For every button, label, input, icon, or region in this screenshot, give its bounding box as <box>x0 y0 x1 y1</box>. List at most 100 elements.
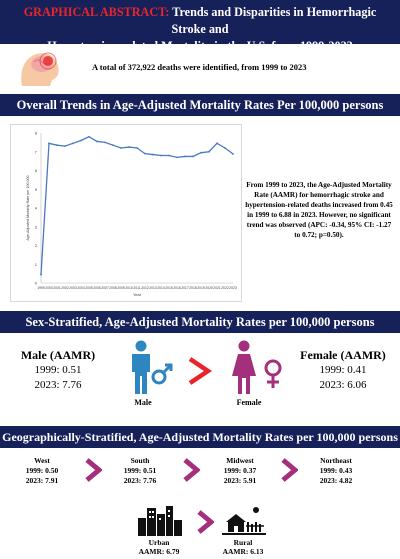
data-point <box>64 145 66 148</box>
female-2023: 2023: 6.06 <box>319 379 367 391</box>
data-point <box>224 147 226 149</box>
city-skyline-icon <box>136 504 184 541</box>
y-tick-label: 3 <box>35 224 38 229</box>
y-tick-label: 0 <box>35 281 38 286</box>
data-point <box>80 139 82 142</box>
region-name: West <box>34 456 50 465</box>
female-icon-label: Female <box>236 398 262 407</box>
x-tick-label: 2020 <box>205 286 213 290</box>
x-axis-label: Year <box>133 292 142 297</box>
rural-house-icon <box>222 504 266 541</box>
data-point <box>88 135 90 138</box>
female-symbol-icon <box>262 358 284 395</box>
data-point <box>72 142 74 145</box>
data-point <box>112 144 114 147</box>
section-geo-title: Geographically-Stratified, Age-Adjusted … <box>0 426 400 448</box>
region-west: West 1999: 0.50 2023: 7.91 <box>14 456 70 486</box>
region-name: Northeast <box>320 456 352 465</box>
x-tick-label: 2006 <box>93 286 101 290</box>
chevron-right-icon <box>280 458 299 487</box>
region-midwest: Midwest 1999: 0.37 2023: 5.91 <box>212 456 268 486</box>
female-heading: Female (AAMR) <box>300 348 386 362</box>
region-2023: 2023: 7.91 <box>25 476 59 485</box>
chevron-right-icon <box>196 510 215 539</box>
data-point <box>104 141 106 144</box>
region-2023: 2023: 4.82 <box>319 476 353 485</box>
title-line-2: Hypertension-related Mortality in the U.… <box>47 39 353 53</box>
total-deaths-text: A total of 372,922 deaths were identifie… <box>92 62 307 72</box>
data-point <box>40 273 42 276</box>
data-point <box>136 147 138 149</box>
y-tick-label: 4 <box>35 206 38 211</box>
data-point <box>176 156 178 159</box>
data-point <box>56 144 58 147</box>
data-point <box>192 155 194 158</box>
urban-block: Urban AAMR: 6.79 <box>126 538 192 556</box>
x-tick-label: 2017 <box>181 286 189 290</box>
urban-name: Urban <box>148 538 170 547</box>
x-tick-label: 2012 <box>141 286 149 290</box>
region-1999: 1999: 0.51 <box>123 466 157 475</box>
x-tick-label: 2021 <box>213 286 221 290</box>
female-1999: 1999: 0.41 <box>319 364 367 376</box>
x-tick-label: 2008 <box>109 286 117 290</box>
y-axis-label: Age-Adjusted Mortality Rate per 100,000 <box>26 176 30 241</box>
greater-than-icon <box>186 356 213 391</box>
y-tick-label: 5 <box>35 187 38 192</box>
x-tick-label: 2014 <box>157 286 165 290</box>
region-name: Midwest <box>226 456 254 465</box>
trend-chart: 0 1 2 3 4 5 6 7 8 1999 2000 2001 2002 2003 2004 2005 200… <box>10 124 242 302</box>
data-point <box>144 152 146 155</box>
data-point <box>160 154 162 157</box>
data-point <box>216 142 218 145</box>
x-tick-label: 2007 <box>101 286 109 290</box>
data-point <box>48 142 50 145</box>
x-tick-label: 2003 <box>69 286 77 290</box>
y-tick-label: 1 <box>35 262 38 267</box>
x-tick-label: 2000 <box>45 286 53 290</box>
male-symbol-icon <box>150 362 174 391</box>
urban-aamr: AAMR: 6.79 <box>138 547 180 556</box>
x-tick-label: 2015 <box>165 286 173 290</box>
rural-aamr: AAMR: 6.13 <box>222 547 264 556</box>
x-tick-label: 2022 <box>221 286 229 290</box>
region-2023: 2023: 7.76 <box>123 476 157 485</box>
data-point <box>120 147 122 149</box>
x-tick-label: 2002 <box>61 286 69 290</box>
data-point <box>96 140 98 143</box>
female-person-icon <box>230 340 258 401</box>
title-line-1: Trends and Disparities in Hemorrhagic St… <box>171 5 377 36</box>
y-tick-label: 6 <box>35 168 38 173</box>
data-point <box>152 153 154 156</box>
section-sex-title: Sex-Stratified, Age-Adjusted Mortality R… <box>0 311 400 333</box>
y-tick-label: 7 <box>35 149 38 154</box>
data-point <box>200 151 202 154</box>
rural-block: Rural AAMR: 6.13 <box>210 538 276 556</box>
x-tick-label: 2005 <box>85 286 93 290</box>
data-point <box>184 155 186 158</box>
data-point <box>232 153 234 155</box>
male-1999: 1999: 0.51 <box>34 364 82 376</box>
x-tick-label: 2023 <box>229 286 237 290</box>
x-tick-label: 2001 <box>53 286 61 290</box>
title-banner: GRAPHICAL ABSTRACT: Trends and Dispariti… <box>0 0 400 53</box>
rural-name: Rural <box>233 538 253 547</box>
male-heading: Male (AAMR) <box>20 348 96 362</box>
trend-description: From 1999 to 2023, the Age-Adjusted Mort… <box>245 181 393 239</box>
section-trends-title: Overall Trends in Age-Adjusted Mortality… <box>0 94 400 116</box>
x-tick-label: 2019 <box>197 286 205 290</box>
y-tick-label: 8 <box>35 131 38 136</box>
chevron-right-icon <box>84 458 103 487</box>
region-1999: 1999: 0.50 <box>25 466 59 475</box>
x-tick-label: 1999 <box>37 286 45 290</box>
x-tick-label: 2011 <box>133 286 140 290</box>
x-tick-label: 2016 <box>173 286 181 290</box>
data-point <box>208 150 210 153</box>
x-tick-label: 2004 <box>77 286 85 290</box>
series-line <box>40 136 234 275</box>
brain-icon <box>16 50 64 88</box>
region-northeast: Northeast 1999: 0.43 2023: 4.82 <box>306 456 366 486</box>
region-name: South <box>130 456 150 465</box>
data-point <box>128 146 130 148</box>
